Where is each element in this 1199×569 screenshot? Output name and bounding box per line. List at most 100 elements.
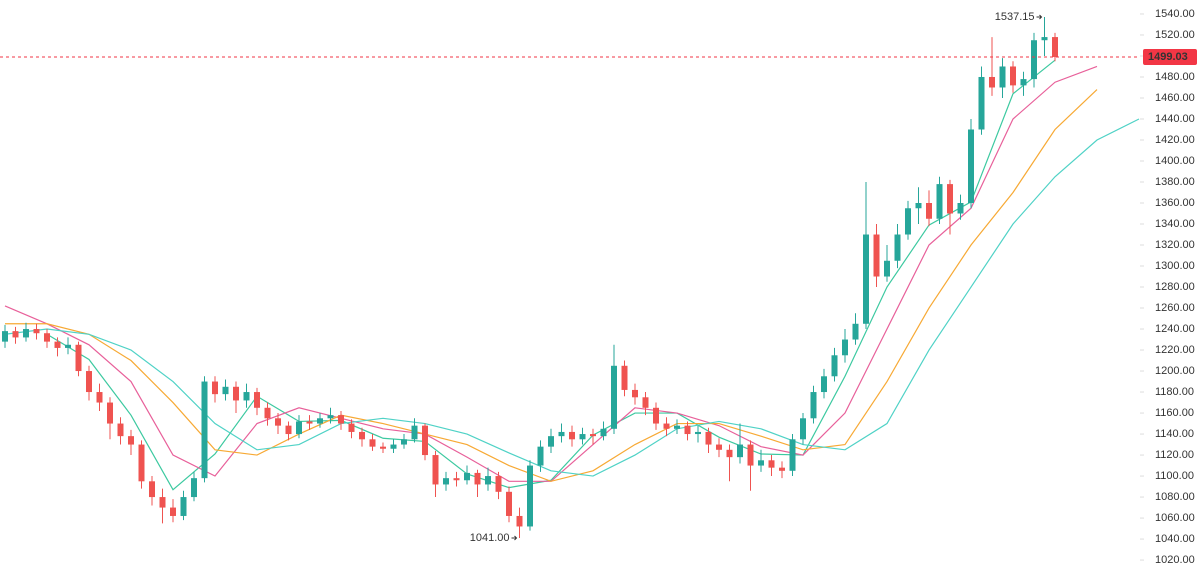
- candle-body: [548, 436, 554, 447]
- candle-body: [537, 446, 544, 466]
- candle-body: [170, 507, 176, 516]
- y-tick-label: 1240.00: [1155, 323, 1195, 335]
- candle-body: [33, 329, 40, 334]
- candle-body: [65, 344, 71, 348]
- candle-body: [243, 392, 250, 401]
- moving-average-line: [4, 65, 1098, 482]
- y-tick-label: 1120.00: [1155, 449, 1194, 461]
- candle-body: [296, 421, 302, 435]
- candle-body: [222, 386, 229, 395]
- candle-body: [758, 460, 764, 466]
- y-tick-label: 1340.00: [1155, 218, 1195, 230]
- y-tick-label: 1360.00: [1155, 197, 1195, 209]
- candle-body: [96, 392, 103, 403]
- candle-body: [905, 208, 911, 235]
- candle-body: [968, 129, 974, 204]
- moving-average-line: [46, 59, 1056, 491]
- y-tick-label: 1400.00: [1155, 155, 1195, 167]
- candle-body: [590, 434, 596, 437]
- candle-body: [632, 389, 638, 398]
- candle-body: [653, 407, 659, 424]
- candle-body: [306, 421, 313, 424]
- candle-body: [327, 415, 334, 419]
- annotation-arrow: [1036, 14, 1043, 20]
- candle-body: [873, 234, 880, 277]
- candle-body: [810, 392, 817, 419]
- candle-body: [117, 423, 124, 437]
- candle-body: [642, 397, 649, 408]
- candle-body: [191, 478, 197, 498]
- candle-body: [999, 66, 1006, 88]
- candle-body: [411, 425, 418, 440]
- candle-body: [527, 465, 533, 527]
- y-tick-label: 1380.00: [1155, 176, 1195, 188]
- candle-body: [915, 203, 922, 209]
- y-tick-label: 1020.00: [1155, 554, 1195, 566]
- moving-average-line: [4, 118, 1140, 477]
- last-price-box: [1143, 48, 1197, 65]
- annotation-arrow: [511, 535, 518, 541]
- candle-body: [1031, 40, 1037, 80]
- candle-body: [159, 497, 166, 508]
- candle-body: [569, 431, 575, 440]
- candle-body: [716, 444, 722, 450]
- candle-body: [1041, 37, 1048, 41]
- y-tick-label: 1440.00: [1155, 113, 1195, 125]
- candle-body: [852, 323, 859, 340]
- candle-body: [695, 431, 701, 435]
- candle-body: [317, 418, 323, 424]
- candle-body: [674, 425, 680, 429]
- candle-body: [285, 425, 292, 435]
- candle-body: [495, 476, 502, 492]
- candle-body: [485, 476, 491, 485]
- candle-body: [663, 423, 670, 429]
- candle-body: [443, 478, 449, 485]
- candle-body: [128, 436, 134, 445]
- candle-body: [338, 415, 344, 424]
- candle-body: [747, 444, 754, 466]
- candle-body: [779, 467, 785, 471]
- candle-body: [107, 402, 113, 424]
- candle-body: [264, 407, 271, 419]
- y-tick-label: 1080.00: [1155, 491, 1195, 503]
- candle-body: [884, 260, 890, 277]
- candle-body: [947, 184, 953, 214]
- candle-body: [233, 386, 239, 401]
- candle-body: [611, 365, 617, 429]
- y-tick-label: 1480.00: [1155, 71, 1195, 83]
- y-tick-label: 1140.00: [1155, 428, 1194, 440]
- candle-body: [12, 331, 19, 338]
- candle-body: [506, 491, 512, 516]
- candle-body: [705, 431, 712, 445]
- candle-body: [737, 444, 743, 458]
- y-tick-label: 1300.00: [1155, 260, 1195, 272]
- candle-body: [926, 203, 932, 219]
- candle-body: [894, 234, 901, 261]
- y-tick-label: 1220.00: [1155, 344, 1195, 356]
- candle-body: [75, 344, 82, 372]
- y-tick-label: 1520.00: [1155, 29, 1195, 41]
- candle-body: [863, 234, 869, 324]
- candle-body: [369, 439, 376, 447]
- candle-body: [453, 478, 460, 481]
- candle-body: [474, 472, 481, 485]
- candle-body: [180, 497, 187, 516]
- y-tick-label: 1460.00: [1155, 92, 1195, 104]
- y-tick-label: 1420.00: [1155, 134, 1195, 146]
- candle-body: [558, 431, 565, 437]
- candle-body: [621, 365, 628, 390]
- candle-body: [1020, 79, 1027, 86]
- candle-body: [936, 184, 943, 219]
- y-tick-label: 1280.00: [1155, 281, 1195, 293]
- candle-body: [359, 431, 365, 440]
- candle-body: [800, 418, 806, 440]
- y-tick-label: 1160.00: [1155, 407, 1194, 419]
- candle-body: [44, 333, 50, 342]
- candle-body: [138, 444, 145, 482]
- candle-body: [516, 515, 523, 527]
- candle-body: [54, 341, 61, 348]
- y-tick-label: 1060.00: [1155, 512, 1195, 524]
- y-tick-label: 1180.00: [1155, 386, 1194, 398]
- candle-body: [989, 76, 995, 88]
